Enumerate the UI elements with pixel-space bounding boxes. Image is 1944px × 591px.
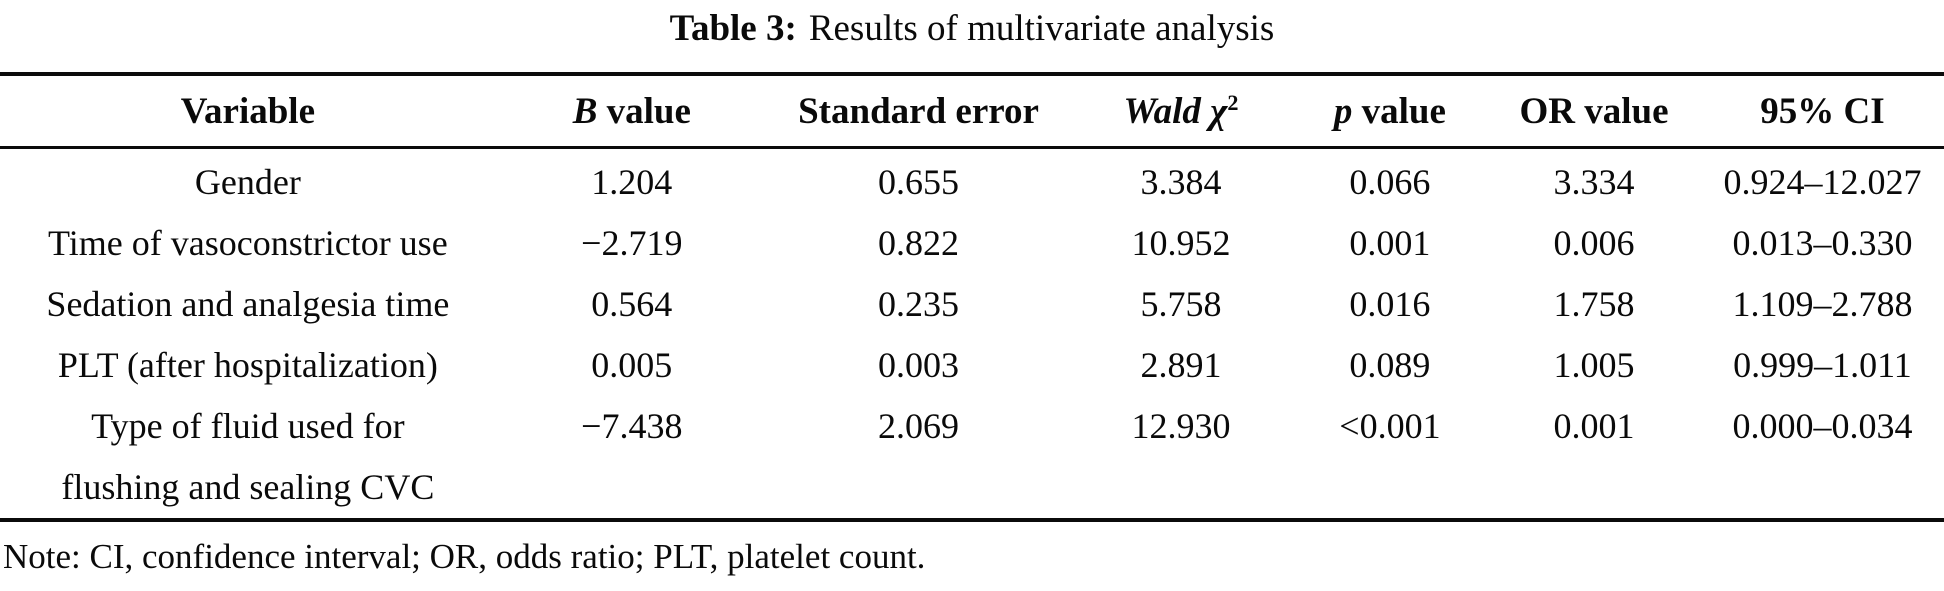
cell-variable: Gender <box>194 162 301 202</box>
column-header-variable: Variable <box>0 74 496 149</box>
cell-variable: Time of vasoconstrictor use <box>48 223 448 263</box>
column-header-95-ci: 95% CI <box>1700 74 1944 149</box>
b-italic: B <box>572 90 598 132</box>
cell-95-ci: 0.924–12.027 <box>1723 162 1922 202</box>
cell-b-value: 0.564 <box>591 284 673 324</box>
table-row-sedation: Sedation and analgesia time 0.564 0.235 … <box>0 274 1944 335</box>
chi-exponent: 2 <box>1227 90 1239 116</box>
cell-standard-error: 0.822 <box>878 223 960 263</box>
cell-or-value: 3.334 <box>1553 162 1635 202</box>
p-italic: p <box>1333 90 1353 132</box>
cell-standard-error: 0.003 <box>878 345 960 385</box>
cell-95-ci: 0.000–0.034 <box>1732 406 1913 446</box>
cell-variable: PLT (after hospitalization) <box>57 345 438 385</box>
cell-95-ci: 0.999–1.011 <box>1733 345 1912 385</box>
cell-wald-chi-squared: 10.952 <box>1131 223 1231 263</box>
multivariate-analysis-table: Variable B value Standard error Wald χ2 … <box>0 72 1944 522</box>
cell-p-value: <0.001 <box>1339 406 1441 446</box>
cell-wald-chi-squared: 3.384 <box>1140 162 1222 202</box>
table-caption: Table 3: Results of multivariate analysis <box>0 6 1944 52</box>
column-header-p-value: p value <box>1292 74 1488 149</box>
cell-p-value: 0.016 <box>1349 284 1431 324</box>
cell-or-value: 0.001 <box>1553 406 1635 446</box>
table-footnote: Note: CI, confidence interval; OR, odds … <box>3 537 926 576</box>
cell-b-value: −2.719 <box>581 223 683 263</box>
column-header-b-value: B value <box>495 74 768 149</box>
cell-wald-chi-squared: 2.891 <box>1140 345 1222 385</box>
cell-standard-error: 2.069 <box>878 406 960 446</box>
cell-wald-chi-squared: 12.930 <box>1131 406 1231 446</box>
column-header-standard-error: Standard error <box>767 74 1070 149</box>
cell-p-value: 0.066 <box>1349 162 1431 202</box>
table-row-fluid-type: Type of fluid used for flushing and seal… <box>0 396 1944 520</box>
cell-standard-error: 0.655 <box>878 162 960 202</box>
cell-or-value: 1.005 <box>1553 345 1635 385</box>
cell-95-ci: 0.013–0.330 <box>1732 223 1913 263</box>
table-row-gender: Gender 1.204 0.655 3.384 0.066 3.334 0.9… <box>0 148 1944 214</box>
column-header-or-value: OR value <box>1487 74 1701 149</box>
header-row: Variable B value Standard error Wald χ2 … <box>0 74 1944 149</box>
cell-b-value: −7.438 <box>581 406 683 446</box>
cell-b-value: 1.204 <box>591 162 673 202</box>
cell-p-value: 0.089 <box>1349 345 1431 385</box>
wald-chi-italic: Wald χ <box>1123 90 1228 132</box>
column-header-wald-chi-squared: Wald χ2 <box>1069 74 1293 149</box>
cell-wald-chi-squared: 5.758 <box>1140 284 1222 324</box>
table-caption-label: Table 3: <box>669 8 797 49</box>
cell-or-value: 1.758 <box>1553 284 1635 324</box>
cell-variable: Type of fluid used for flushing and seal… <box>61 406 435 507</box>
cell-or-value: 0.006 <box>1553 223 1635 263</box>
cell-standard-error: 0.235 <box>878 284 960 324</box>
table-row-vasoconstrictor: Time of vasoconstrictor use −2.719 0.822… <box>0 213 1944 274</box>
table-row-plt: PLT (after hospitalization) 0.005 0.003 … <box>0 335 1944 396</box>
cell-b-value: 0.005 <box>591 345 673 385</box>
cell-95-ci: 1.109–2.788 <box>1732 284 1913 324</box>
cell-variable: Sedation and analgesia time <box>46 284 450 324</box>
table-caption-text: Results of multivariate analysis <box>808 8 1275 49</box>
cell-p-value: 0.001 <box>1349 223 1431 263</box>
